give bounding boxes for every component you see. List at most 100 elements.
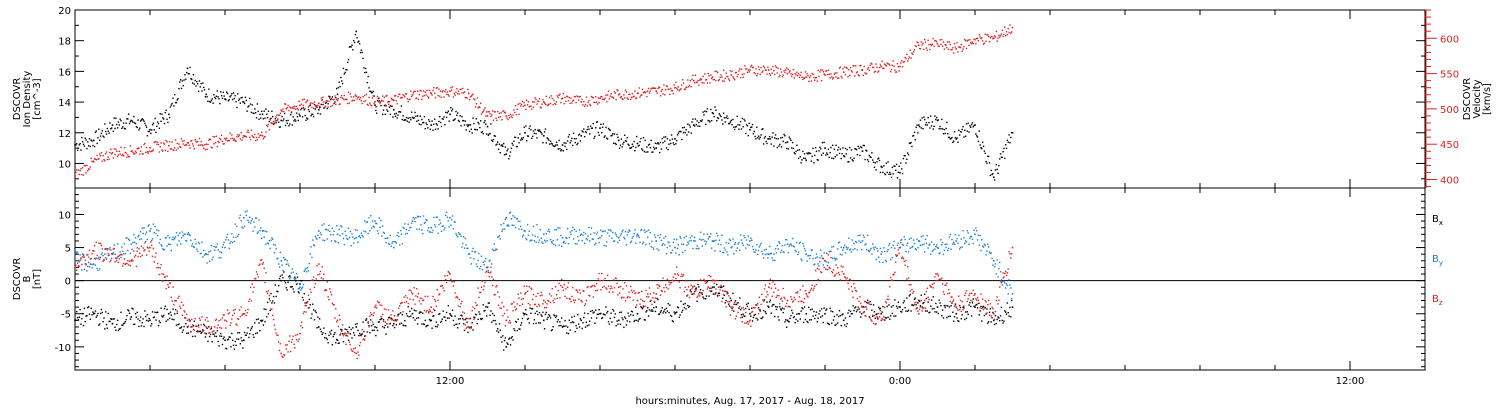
data-point — [517, 137, 518, 138]
data-point — [946, 243, 947, 244]
data-point — [816, 151, 817, 152]
data-point — [333, 304, 334, 305]
data-point — [942, 309, 943, 310]
data-point — [332, 96, 333, 97]
data-point — [598, 97, 599, 98]
data-point — [598, 135, 599, 136]
data-point — [420, 312, 421, 313]
data-point — [342, 324, 343, 325]
data-point — [438, 121, 439, 122]
data-point — [639, 141, 640, 142]
data-point — [985, 34, 986, 35]
data-point — [114, 318, 115, 319]
data-point — [857, 309, 858, 310]
data-point — [719, 115, 720, 116]
data-point — [600, 124, 601, 125]
data-point — [932, 308, 933, 309]
data-point — [402, 314, 403, 315]
data-point — [543, 300, 545, 302]
data-point — [347, 62, 348, 63]
data-point — [292, 268, 293, 269]
data-point — [929, 49, 930, 50]
data-point — [384, 327, 385, 328]
data-point — [462, 243, 463, 244]
data-point — [800, 72, 801, 73]
data-point — [358, 96, 359, 97]
data-point — [951, 49, 952, 50]
data-point — [761, 251, 762, 252]
data-point — [327, 238, 328, 239]
data-point — [959, 305, 960, 306]
data-point — [641, 148, 642, 149]
data-point — [423, 215, 424, 216]
data-point — [794, 153, 795, 154]
data-point — [961, 318, 962, 319]
data-point — [894, 69, 895, 70]
data-point — [747, 306, 748, 307]
data-point — [162, 316, 163, 317]
data-point — [804, 248, 805, 249]
data-point — [266, 316, 267, 317]
data-point — [918, 45, 920, 47]
data-point — [313, 116, 314, 117]
data-point — [829, 157, 830, 158]
data-point — [728, 303, 729, 304]
data-point — [105, 257, 106, 258]
data-point — [596, 233, 597, 234]
data-point — [756, 244, 757, 245]
data-point — [886, 163, 887, 164]
data-point — [963, 307, 964, 308]
data-point — [410, 315, 411, 316]
data-point — [814, 263, 815, 264]
data-point — [273, 244, 274, 245]
data-point — [1010, 33, 1011, 34]
data-point — [426, 220, 427, 221]
data-point — [470, 257, 471, 258]
data-point — [110, 249, 111, 250]
data-point — [472, 329, 473, 330]
data-point — [821, 154, 822, 155]
data-point — [759, 246, 760, 247]
data-point — [515, 227, 516, 228]
data-point — [771, 143, 772, 144]
data-point — [177, 143, 178, 144]
data-point — [981, 37, 982, 38]
data-point — [680, 88, 681, 89]
data-point — [781, 146, 782, 147]
data-point — [189, 319, 190, 320]
data-point — [102, 312, 103, 313]
data-point — [462, 318, 463, 319]
data-point — [788, 69, 789, 70]
data-point — [273, 319, 274, 320]
data-point — [163, 274, 164, 275]
data-point — [732, 293, 733, 294]
data-point — [998, 268, 999, 269]
data-point — [147, 314, 148, 315]
data-point — [425, 94, 426, 95]
data-point — [323, 223, 324, 224]
data-point — [100, 243, 101, 244]
data-point — [514, 330, 515, 331]
data-point — [79, 143, 80, 144]
data-point — [973, 243, 974, 244]
data-point — [199, 243, 200, 244]
data-point — [297, 334, 298, 335]
data-point — [290, 107, 291, 108]
data-point — [304, 99, 305, 100]
data-point — [753, 317, 754, 318]
data-point — [1007, 302, 1008, 303]
data-point — [979, 314, 980, 315]
data-point — [783, 70, 784, 71]
data-point — [235, 345, 236, 346]
data-point — [550, 317, 551, 318]
data-point — [783, 312, 784, 313]
data-point — [451, 315, 452, 316]
data-point — [393, 247, 395, 249]
data-point — [121, 128, 122, 129]
data-point — [250, 139, 251, 140]
data-point — [714, 116, 715, 117]
data-point — [586, 132, 587, 133]
data-point — [562, 237, 564, 239]
data-point — [522, 318, 523, 319]
data-point — [828, 149, 829, 150]
